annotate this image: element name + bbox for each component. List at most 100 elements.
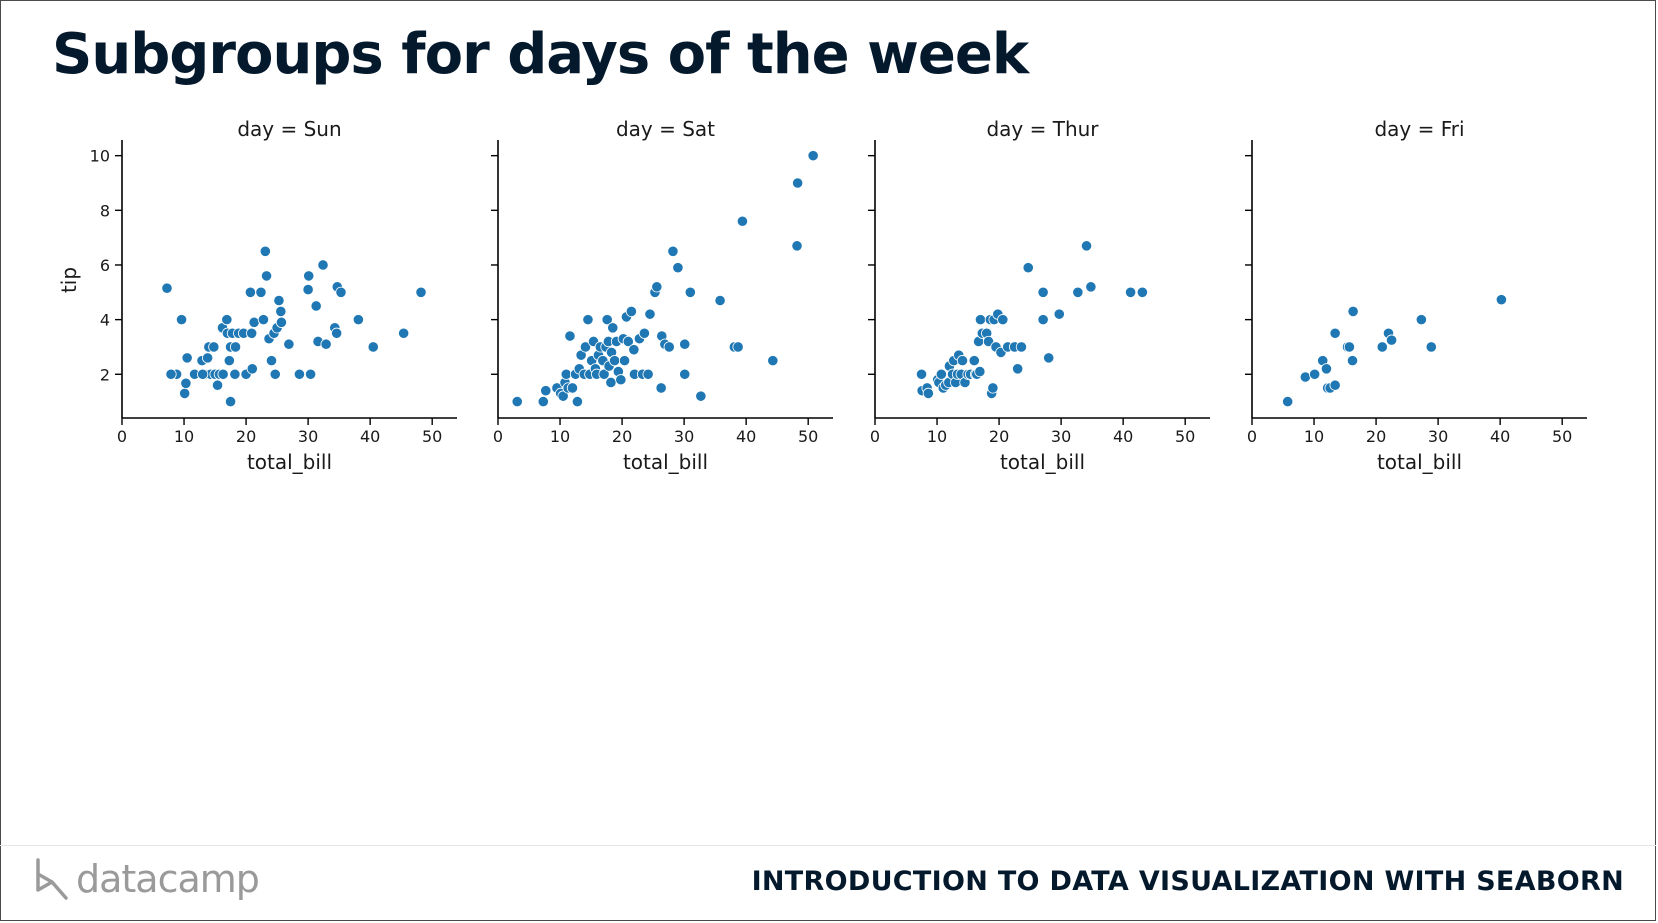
data-point [792,177,804,189]
data-point [767,355,779,367]
data-point [511,396,523,408]
data-point [732,341,744,353]
x-tick-label: 10 [550,427,570,446]
data-point [246,363,258,375]
data-point [1320,363,1333,375]
data-point [229,341,242,353]
data-point [915,368,928,380]
y-tick-label: 6 [100,256,110,275]
x-tick-label: 40 [736,427,756,446]
data-point [560,368,572,380]
data-point [1495,294,1507,306]
data-point [582,314,594,326]
x-axis-label: total_bill [247,450,332,474]
data-point [695,390,707,402]
y-axis-label: tip [57,267,81,293]
data-point [1043,352,1055,364]
x-tick-label: 0 [870,427,880,446]
data-point [956,355,969,367]
data-point [579,341,592,353]
data-point [540,385,552,397]
data-point [265,355,278,367]
data-point [1309,368,1321,380]
x-tick-label: 30 [1428,427,1448,446]
data-point [415,286,427,298]
data-point [607,322,619,334]
y-tick-label: 8 [100,201,110,220]
data-point [644,308,656,320]
data-point [248,316,260,328]
data-point [244,286,257,298]
facet-title: day = Sun [237,117,341,141]
data-point [655,382,667,394]
data-point [791,240,803,252]
data-point [1282,396,1294,408]
data-point [537,396,549,408]
data-point [807,150,819,162]
x-tick-label: 0 [117,427,127,446]
data-point [161,282,173,294]
x-tick-label: 40 [360,427,380,446]
data-point [275,316,288,328]
facet-title: day = Thur [986,117,1099,141]
x-tick-label: 0 [1247,427,1257,446]
data-point [217,368,229,380]
data-point [175,314,188,326]
datacamp-logo-icon [36,858,68,900]
data-point [260,270,273,282]
data-point [571,396,584,408]
data-point [625,305,637,318]
x-tick-label: 50 [422,427,442,446]
data-point [331,327,343,339]
data-point [601,314,613,326]
data-point [367,341,379,353]
data-point [320,338,332,350]
data-point [557,390,569,402]
data-point [293,368,306,380]
data-point [1415,314,1427,326]
data-point [302,283,314,296]
data-point [982,335,995,348]
data-point [615,374,627,386]
data-point [1053,308,1065,320]
data-point [1022,262,1034,274]
x-tick-label: 10 [174,427,194,446]
data-point [1124,286,1137,298]
data-point [229,368,241,380]
x-tick-label: 30 [298,427,318,446]
y-tick-label: 2 [100,365,110,384]
data-point [246,327,258,339]
data-point [987,382,999,394]
data-point [1012,363,1024,375]
datacamp-logo[interactable]: datacamp [34,856,260,902]
data-point [628,344,640,356]
x-tick-label: 50 [798,427,818,446]
data-point [1425,341,1437,353]
data-point [181,352,193,364]
x-axis-label: total_bill [623,450,708,474]
data-point [935,368,947,380]
data-point [638,327,651,339]
facet-panel-3: day = Fri 0 10 20 30 40 50 total_bill [1245,117,1587,474]
data-point [269,368,281,380]
data-point [283,338,295,350]
x-tick-label: 20 [236,427,256,446]
data-point [667,245,679,257]
y-tick-label: 4 [100,311,110,330]
data-point [605,376,617,389]
data-point [1385,334,1398,346]
data-point [180,377,192,389]
data-point [1080,240,1093,252]
x-tick-label: 20 [989,427,1009,446]
data-point [684,286,696,298]
data-point [618,355,631,367]
data-point [663,341,675,353]
data-point [398,327,410,339]
x-tick-label: 0 [493,427,503,446]
data-point [564,330,576,342]
data-point [1346,355,1359,367]
x-tick-label: 40 [1113,427,1133,446]
data-point [1037,314,1049,326]
data-point [1343,341,1355,353]
x-tick-label: 30 [674,427,694,446]
